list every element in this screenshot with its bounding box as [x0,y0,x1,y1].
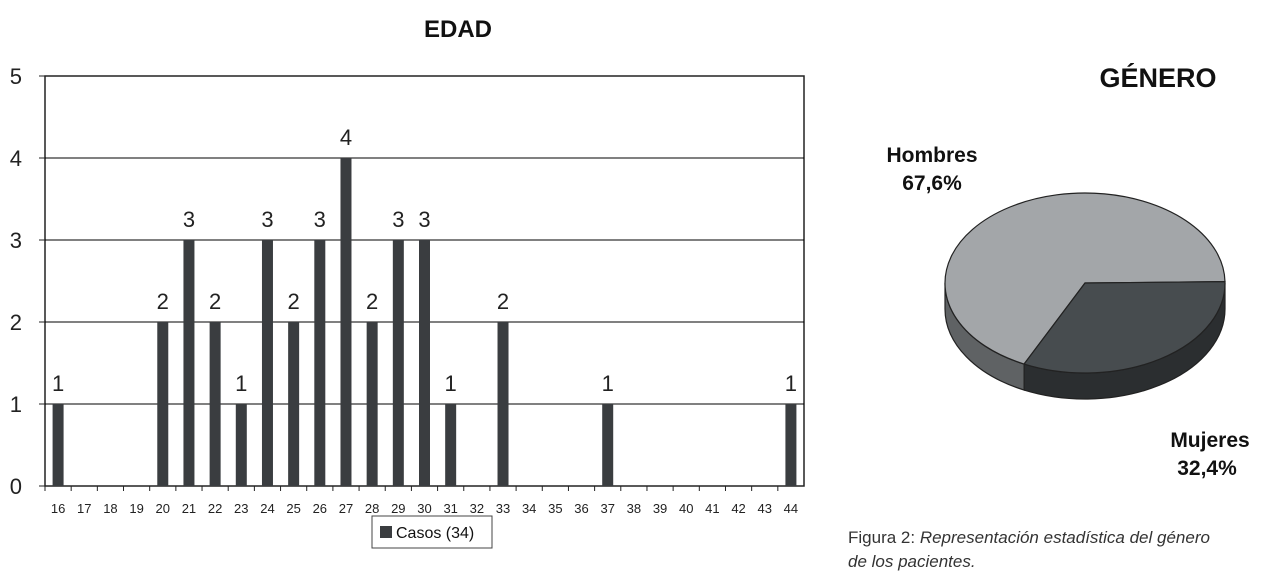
x-tick-label: 28 [365,501,379,516]
x-tick-label: 22 [208,501,222,516]
bar [392,240,404,486]
x-tick-label: 18 [103,501,117,516]
y-tick-label: 3 [10,228,22,253]
x-tick-label: 19 [129,501,143,516]
bar [340,158,352,486]
x-tick-label: 23 [234,501,248,516]
data-label: 1 [235,371,247,396]
data-label: 3 [183,207,195,232]
data-label: 3 [314,207,326,232]
bar [366,322,378,486]
data-label: 4 [340,125,352,150]
x-tick-label: 38 [627,501,641,516]
x-tick-label: 31 [443,501,457,516]
bar [288,322,300,486]
pie-chart: GÉNERO Hombres 67,6% Mujeres 32,4% [886,62,1249,480]
data-label: 3 [418,207,430,232]
data-label: 3 [261,207,273,232]
legend-label: Casos (34) [396,525,474,542]
x-tick-label: 36 [574,501,588,516]
pie-chart-title: GÉNERO [1099,62,1216,93]
data-label: 1 [602,371,614,396]
x-tick-label: 43 [758,501,772,516]
y-tick-label: 5 [10,64,22,89]
slice-value-mujeres: 32,4% [1177,457,1237,480]
bar [419,240,430,486]
bar [261,240,273,486]
y-tick-label: 4 [10,146,22,171]
bars [52,158,797,486]
x-tick-label: 41 [705,501,719,516]
data-label: 2 [157,289,169,314]
x-tick-label: 34 [522,501,536,516]
caption-line-1: Representación estadística del género [919,528,1210,547]
bar [157,322,169,486]
bar [497,322,509,486]
caption-line-2: de los pacientes. [848,552,976,571]
x-tick-label: 27 [339,501,353,516]
slice-label-mujeres: Mujeres [1170,429,1249,452]
x-tick-label: 39 [653,501,667,516]
x-tick-label: 24 [260,501,274,516]
x-tick-label: 17 [77,501,91,516]
data-label: 1 [785,371,797,396]
data-label: 2 [288,289,300,314]
y-axis: 0 1 2 3 4 5 [10,64,45,499]
figure-caption: Figura 2: Representación estadística del… [848,526,1261,576]
x-tick-label: 26 [313,501,327,516]
x-axis: 16 17 18 19 20 21 22 23 24 25 26 27 28 29 30 31 32 33 34 35… [44,486,798,516]
slice-label-hombres: Hombres [886,144,977,167]
y-tick-label: 0 [10,474,22,499]
data-label: 3 [392,207,404,232]
bar [314,240,326,486]
bar [235,404,247,486]
data-label: 2 [366,289,378,314]
y-tick-label: 1 [10,392,22,417]
pie-slice-hombres [944,192,1226,365]
caption-prefix: Figura 2: [848,528,920,547]
x-tick-label: 21 [182,501,196,516]
x-tick-label: 35 [548,501,562,516]
bar [785,404,797,486]
pie-slice-mujeres [1023,281,1226,374]
x-tick-label: 20 [156,501,170,516]
x-tick-label: 40 [679,501,693,516]
bar [183,240,195,486]
data-label: 2 [497,289,509,314]
x-tick-label: 37 [600,501,614,516]
legend-swatch [380,526,392,538]
y-tick-label: 2 [10,310,22,335]
bar [52,404,64,486]
bar [445,404,457,486]
x-tick-label: 33 [496,501,510,516]
bar [602,404,614,486]
x-tick-label: 29 [391,501,405,516]
x-tick-label: 16 [51,501,65,516]
x-tick-label: 42 [731,501,745,516]
data-label: 2 [209,289,221,314]
x-tick-label: 25 [286,501,300,516]
pie-body [944,192,1226,400]
bar [209,322,221,486]
x-tick-label: 44 [784,501,798,516]
legend: Casos (34) [371,515,493,549]
data-label: 1 [445,371,457,396]
data-label: 1 [52,371,64,396]
bar-chart-title: EDAD [424,16,492,43]
x-tick-label: 32 [470,501,484,516]
slice-value-hombres: 67,6% [902,172,962,195]
x-tick-label: 30 [417,501,431,516]
